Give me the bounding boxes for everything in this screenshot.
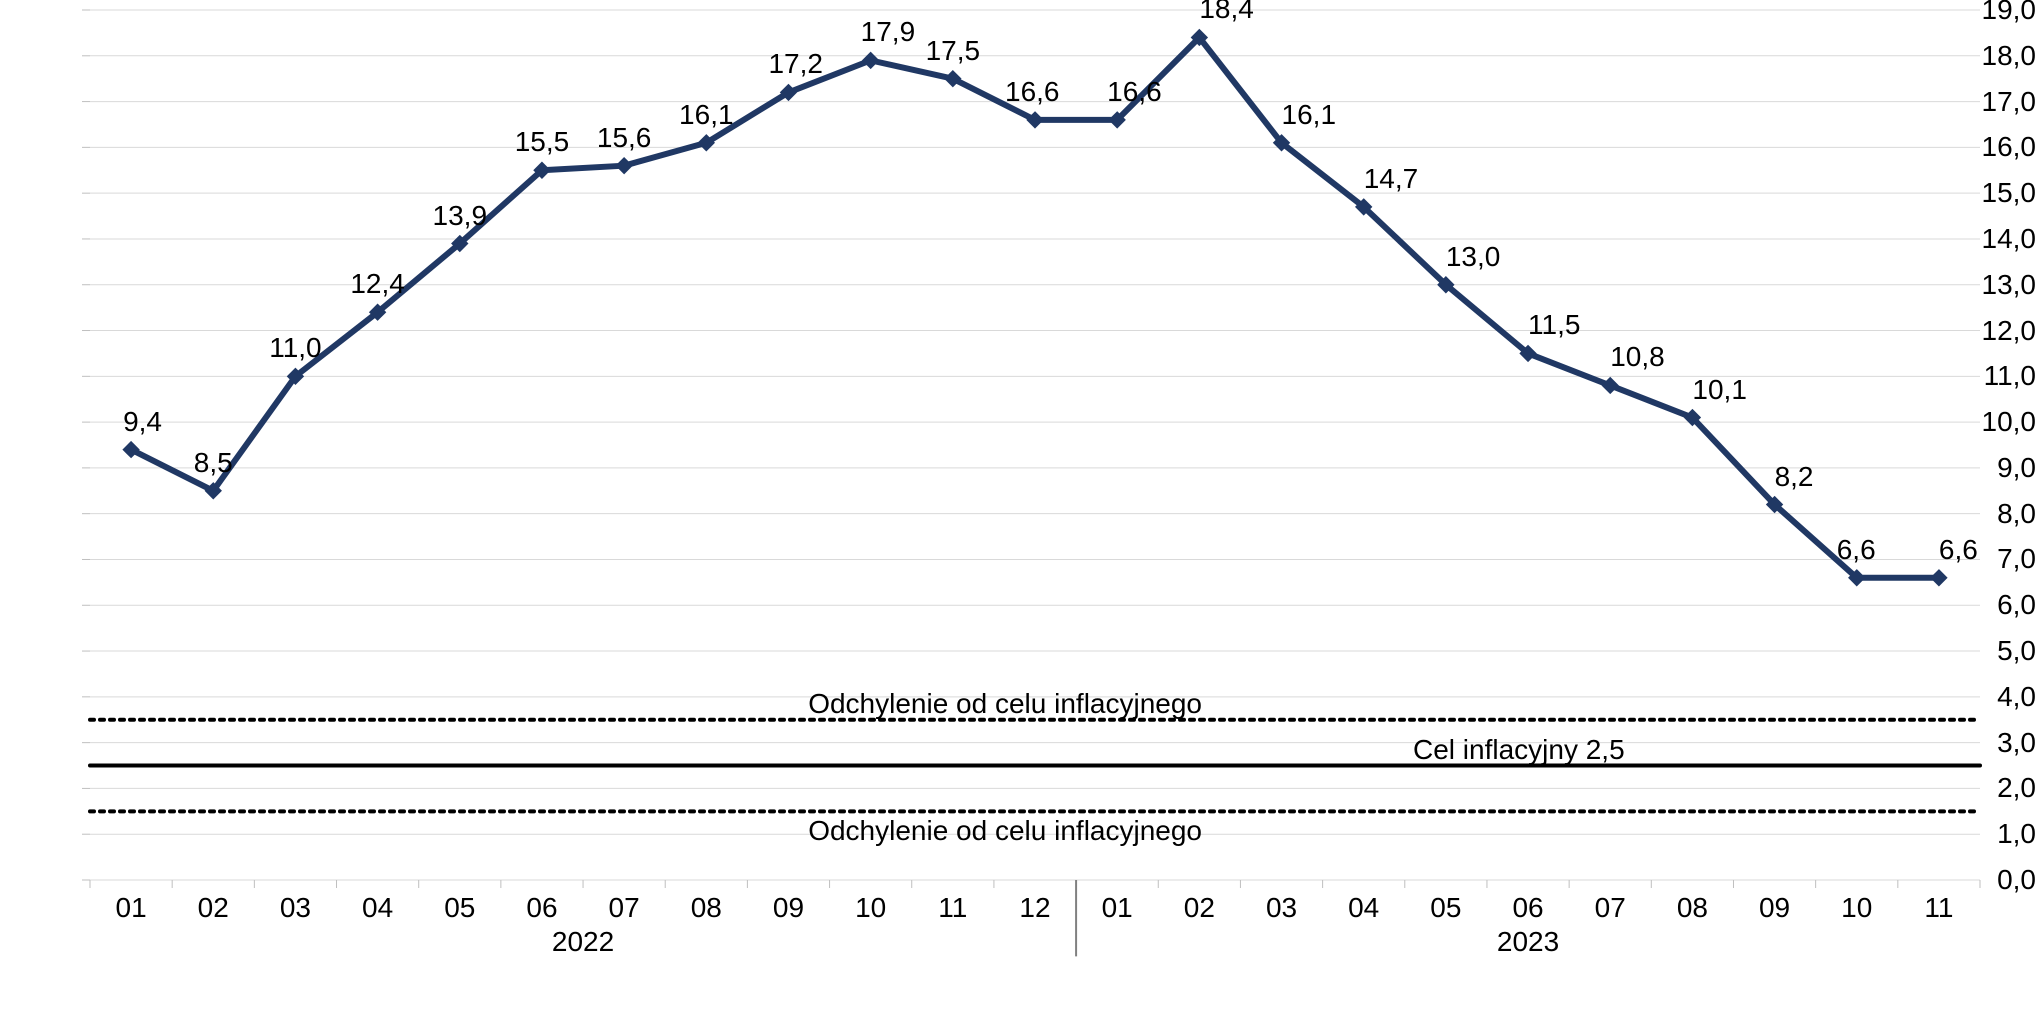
inflation-line-chart: 0,01,02,03,04,05,06,07,08,09,010,011,012… [0, 0, 2036, 1032]
y-axis-tick-label: 6,0 [1960, 589, 2036, 621]
series-data-label: 11,5 [1528, 309, 1580, 341]
x-axis-month-label: 02 [198, 892, 229, 924]
series-data-label: 10,8 [1610, 341, 1665, 373]
x-axis-month-label: 10 [1841, 892, 1872, 924]
y-axis-tick-label: 5,0 [1960, 635, 2036, 667]
y-axis-tick-label: 19,0 [1960, 0, 2036, 26]
series-data-label: 6,6 [1837, 534, 1876, 566]
reference-line-label: Odchylenie od celu inflacyjnego [808, 815, 1202, 847]
x-axis-month-label: 05 [1430, 892, 1461, 924]
chart-svg [0, 0, 2036, 1032]
y-axis-tick-label: 14,0 [1960, 223, 2036, 255]
series-data-label: 16,1 [679, 99, 734, 131]
y-axis-tick-label: 13,0 [1960, 269, 2036, 301]
series-data-label: 16,6 [1107, 76, 1162, 108]
x-axis-month-label: 01 [116, 892, 147, 924]
y-axis-tick-label: 15,0 [1960, 177, 2036, 209]
x-axis-month-label: 03 [280, 892, 311, 924]
x-axis-month-label: 09 [773, 892, 804, 924]
x-axis-month-label: 10 [855, 892, 886, 924]
series-data-label: 12,4 [350, 268, 405, 300]
x-axis-month-label: 08 [691, 892, 722, 924]
y-axis-tick-label: 18,0 [1960, 40, 2036, 72]
series-data-label: 9,4 [123, 406, 162, 438]
series-data-label: 11,0 [269, 332, 321, 364]
x-axis-year-label: 2022 [552, 926, 614, 958]
x-axis-month-label: 04 [1348, 892, 1379, 924]
series-data-label: 17,9 [861, 16, 916, 48]
y-axis-tick-label: 11,0 [1960, 360, 2036, 392]
x-axis-month-label: 11 [1924, 892, 1953, 924]
series-data-label: 15,5 [515, 126, 570, 158]
y-axis-tick-label: 17,0 [1960, 86, 2036, 118]
series-data-label: 6,6 [1939, 534, 1978, 566]
y-axis-tick-label: 4,0 [1960, 681, 2036, 713]
series-data-label: 16,1 [1282, 99, 1337, 131]
x-axis-month-label: 12 [1019, 892, 1050, 924]
reference-line-label: Cel inflacyjny 2,5 [1413, 734, 1625, 766]
x-axis-month-label: 06 [526, 892, 557, 924]
series-data-label: 15,6 [597, 122, 652, 154]
series-data-label: 17,5 [926, 35, 981, 67]
series-data-label: 13,9 [433, 200, 488, 232]
x-axis-month-label: 04 [362, 892, 393, 924]
x-axis-month-label: 03 [1266, 892, 1297, 924]
y-axis-tick-label: 2,0 [1960, 772, 2036, 804]
y-axis-tick-label: 12,0 [1960, 315, 2036, 347]
y-axis-tick-label: 16,0 [1960, 131, 2036, 163]
series-data-label: 8,2 [1775, 461, 1814, 493]
series-data-label: 8,5 [194, 447, 233, 479]
x-axis-month-label: 02 [1184, 892, 1215, 924]
y-axis-tick-label: 8,0 [1960, 498, 2036, 530]
y-axis-tick-label: 1,0 [1960, 818, 2036, 850]
x-axis-year-label: 2023 [1497, 926, 1559, 958]
x-axis-month-label: 06 [1512, 892, 1543, 924]
x-axis-month-label: 07 [1595, 892, 1626, 924]
y-axis-tick-label: 0,0 [1960, 864, 2036, 896]
x-axis-month-label: 09 [1759, 892, 1790, 924]
series-data-label: 18,4 [1199, 0, 1254, 25]
series-data-label: 17,2 [768, 48, 823, 80]
reference-line-label: Odchylenie od celu inflacyjnego [808, 688, 1202, 720]
series-data-label: 14,7 [1364, 163, 1419, 195]
x-axis-month-label: 05 [444, 892, 475, 924]
y-axis-tick-label: 3,0 [1960, 727, 2036, 759]
series-data-label: 13,0 [1446, 241, 1501, 273]
y-axis-tick-label: 9,0 [1960, 452, 2036, 484]
series-data-label: 10,1 [1692, 374, 1747, 406]
series-data-label: 16,6 [1005, 76, 1060, 108]
x-axis-month-label: 01 [1102, 892, 1133, 924]
x-axis-month-label: 08 [1677, 892, 1708, 924]
x-axis-month-label: 07 [609, 892, 640, 924]
x-axis-month-label: 11 [938, 892, 967, 924]
y-axis-tick-label: 10,0 [1960, 406, 2036, 438]
